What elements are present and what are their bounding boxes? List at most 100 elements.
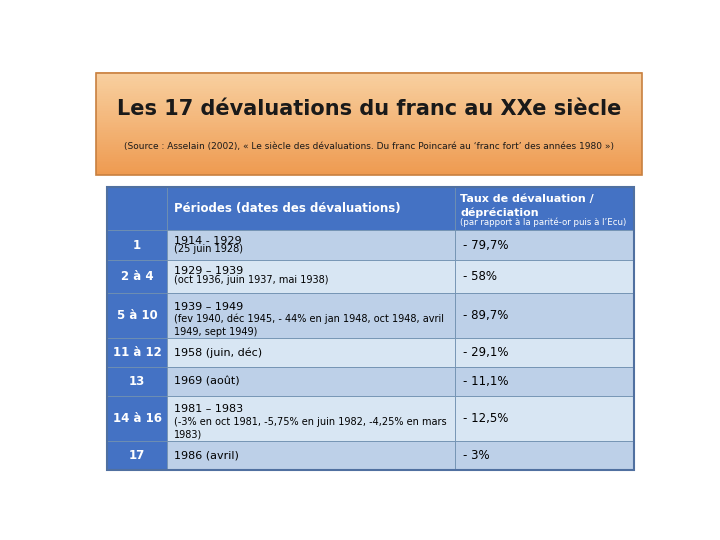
Bar — [107, 231, 167, 260]
Bar — [455, 260, 634, 294]
Text: 13: 13 — [129, 375, 145, 388]
Text: (oct 1936, juin 1937, mai 1938): (oct 1936, juin 1937, mai 1938) — [174, 275, 328, 285]
Bar — [96, 145, 642, 148]
Bar — [455, 338, 634, 367]
Bar — [96, 98, 642, 100]
Bar — [96, 167, 642, 170]
Bar — [96, 106, 642, 109]
Bar — [96, 154, 642, 156]
Bar — [96, 130, 642, 132]
Text: Taux de dévaluation /: Taux de dévaluation / — [460, 194, 594, 204]
Bar — [96, 110, 642, 112]
Bar — [96, 140, 642, 143]
Bar — [167, 187, 455, 231]
Bar — [96, 123, 642, 126]
Bar — [96, 142, 642, 144]
Text: - 58%: - 58% — [463, 270, 497, 283]
Bar — [107, 441, 167, 470]
Bar — [96, 86, 642, 89]
Text: 1958 (juin, déc): 1958 (juin, déc) — [174, 347, 262, 358]
Text: - 29,1%: - 29,1% — [463, 346, 508, 359]
Bar — [167, 294, 455, 338]
Bar — [455, 441, 634, 470]
Text: - 12,5%: - 12,5% — [463, 412, 508, 425]
Bar — [96, 148, 642, 151]
Bar — [96, 96, 642, 99]
Bar — [455, 187, 634, 231]
Bar — [455, 231, 634, 260]
Bar — [96, 164, 642, 166]
Bar — [96, 122, 642, 124]
Text: (Source : Asselain (2002), « Le siècle des dévaluations. Du franc Poincaré au ‘f: (Source : Asselain (2002), « Le siècle d… — [124, 142, 614, 151]
Bar — [96, 87, 642, 90]
Bar — [96, 144, 642, 146]
Bar — [96, 169, 642, 172]
Bar — [96, 157, 642, 160]
Bar — [167, 260, 455, 294]
Bar — [107, 338, 167, 367]
Bar — [96, 152, 642, 154]
Bar — [107, 294, 167, 338]
Bar — [96, 137, 642, 139]
Bar — [96, 73, 642, 175]
Text: - 79,7%: - 79,7% — [463, 239, 508, 252]
Bar — [96, 171, 642, 173]
Bar — [96, 113, 642, 116]
Bar — [107, 396, 167, 441]
Bar — [96, 117, 642, 119]
Bar — [96, 150, 642, 153]
Bar — [96, 160, 642, 163]
Text: (fev 1940, déc 1945, - 44% en jan 1948, oct 1948, avril
1949, sept 1949): (fev 1940, déc 1945, - 44% en jan 1948, … — [174, 314, 444, 337]
Bar — [96, 159, 642, 161]
Bar — [96, 81, 642, 83]
Bar — [96, 125, 642, 127]
Bar — [96, 172, 642, 175]
Bar — [96, 156, 642, 158]
Bar — [96, 126, 642, 129]
Bar — [96, 114, 642, 117]
Text: 1914 - 1929: 1914 - 1929 — [174, 236, 242, 246]
Text: 1939 – 1949: 1939 – 1949 — [174, 301, 243, 312]
Bar — [96, 105, 642, 107]
Bar — [96, 76, 642, 78]
Bar — [96, 103, 642, 105]
Bar — [96, 108, 642, 111]
Bar — [96, 118, 642, 120]
Bar — [96, 101, 642, 104]
Bar — [96, 133, 642, 136]
Text: 1929 – 1939: 1929 – 1939 — [174, 266, 243, 276]
Bar — [96, 163, 642, 165]
Bar — [96, 79, 642, 82]
Text: 1981 – 1983: 1981 – 1983 — [174, 404, 243, 415]
Bar — [96, 135, 642, 138]
Bar — [96, 147, 642, 150]
Bar — [455, 367, 634, 396]
Text: - 89,7%: - 89,7% — [463, 309, 508, 322]
Text: (par rapport à la parité-or puis à l’Ecu): (par rapport à la parité-or puis à l’Ecu… — [460, 218, 626, 227]
Text: - 3%: - 3% — [463, 449, 490, 462]
Bar — [96, 129, 642, 131]
Bar — [96, 166, 642, 168]
Bar — [96, 99, 642, 102]
Bar — [167, 231, 455, 260]
Text: 17: 17 — [129, 449, 145, 462]
Bar — [96, 72, 642, 75]
Text: (25 juin 1928): (25 juin 1928) — [174, 244, 243, 254]
Bar — [167, 396, 455, 441]
Bar — [96, 93, 642, 95]
Bar — [96, 74, 642, 77]
Text: 1: 1 — [133, 239, 141, 252]
Text: Les 17 dévaluations du franc au XXe siècle: Les 17 dévaluations du franc au XXe sièc… — [117, 99, 621, 119]
Bar — [96, 94, 642, 97]
Bar — [96, 132, 642, 134]
Bar — [96, 83, 642, 85]
Text: 1969 (août): 1969 (août) — [174, 377, 240, 387]
Bar — [96, 77, 642, 80]
Bar — [167, 367, 455, 396]
Text: 11 à 12: 11 à 12 — [113, 346, 161, 359]
Bar — [107, 367, 167, 396]
Bar — [455, 294, 634, 338]
Bar — [107, 260, 167, 294]
Text: 14 à 16: 14 à 16 — [112, 412, 161, 425]
Text: 2 à 4: 2 à 4 — [121, 270, 153, 283]
